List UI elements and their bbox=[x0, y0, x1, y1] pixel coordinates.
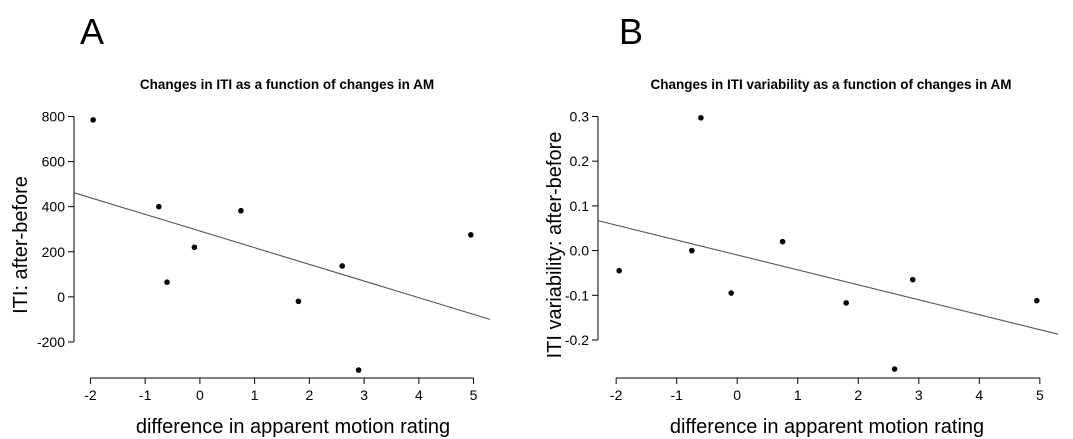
x-tick-label-b: -2 bbox=[610, 387, 623, 403]
data-point-b bbox=[728, 290, 734, 296]
fit-line-b bbox=[597, 220, 1059, 335]
y-tick-label-b: 0.3 bbox=[570, 108, 590, 124]
data-point-a bbox=[90, 117, 96, 123]
panel-letter-b: B bbox=[619, 11, 643, 52]
points-a bbox=[90, 117, 474, 373]
x-tick-label-b: 1 bbox=[794, 387, 802, 403]
data-point-a bbox=[468, 232, 474, 238]
x-ticks-b: -2 -1 0 1 2 3 4 5 bbox=[610, 378, 1044, 403]
data-point-b bbox=[843, 300, 849, 306]
y-tick-label-b: -0.1 bbox=[565, 287, 589, 303]
x-tick-label-b: 5 bbox=[1036, 387, 1044, 403]
x-tick-label-a: -1 bbox=[139, 387, 152, 403]
panel-b: B Changes in ITI variability as a functi… bbox=[544, 11, 1059, 438]
data-point-a bbox=[295, 298, 302, 305]
data-point-a bbox=[191, 244, 198, 251]
y-axis-label-b: ITI variability: after-before bbox=[544, 132, 566, 359]
x-tick-label-a: 4 bbox=[415, 387, 423, 403]
data-point-b bbox=[909, 276, 916, 283]
x-tick-label-b: 0 bbox=[733, 387, 741, 403]
y-tick-label-a: -200 bbox=[37, 334, 65, 350]
y-tick-label-a: 800 bbox=[42, 109, 66, 125]
y-tick-label-b: 0.0 bbox=[570, 243, 590, 259]
x-tick-label-a: 3 bbox=[360, 387, 368, 403]
data-point-a bbox=[355, 367, 362, 373]
x-tick-label-a: 5 bbox=[470, 387, 478, 403]
x-axis-label-a: difference in apparent motion rating bbox=[136, 416, 450, 438]
chart-title-b: Changes in ITI variability as a function… bbox=[650, 77, 1011, 92]
y-tick-label-a: 600 bbox=[42, 154, 66, 170]
x-tick-label-a: 0 bbox=[196, 387, 204, 403]
x-ticks-a: -2 -1 0 1 2 3 4 5 bbox=[84, 378, 478, 403]
chart-title-a: Changes in ITI as a function of changes … bbox=[140, 77, 434, 92]
panel-a: A Changes in ITI as a function of change… bbox=[10, 11, 491, 438]
data-point-a bbox=[238, 207, 244, 214]
x-tick-label-b: -1 bbox=[670, 387, 683, 403]
data-point-a bbox=[156, 203, 162, 210]
panel-letter-a: A bbox=[80, 11, 104, 52]
x-tick-label-a: -2 bbox=[84, 387, 97, 403]
data-point-b bbox=[689, 247, 695, 254]
data-point-b bbox=[616, 267, 622, 274]
data-point-b bbox=[1034, 297, 1040, 304]
y-ticks-b: -0.2 -0.1 0.0 0.1 0.2 0.3 bbox=[565, 108, 598, 348]
data-point-a bbox=[339, 263, 346, 269]
points-b bbox=[616, 115, 1040, 372]
data-point-b bbox=[779, 238, 786, 245]
y-tick-label-a: 400 bbox=[42, 199, 66, 215]
x-tick-label-a: 1 bbox=[251, 387, 259, 403]
x-axis-label-b: difference in apparent motion rating bbox=[670, 416, 984, 438]
x-tick-label-b: 4 bbox=[975, 387, 983, 403]
y-tick-label-b: 0.1 bbox=[570, 198, 590, 214]
y-tick-label-b: -0.2 bbox=[565, 332, 589, 348]
y-ticks-a: -200 0 200 400 600 800 bbox=[37, 109, 74, 350]
y-tick-label-b: 0.2 bbox=[570, 153, 590, 169]
y-tick-label-a: 0 bbox=[57, 289, 65, 305]
x-tick-label-a: 2 bbox=[305, 387, 313, 403]
y-tick-label-a: 200 bbox=[42, 244, 66, 260]
data-point-a bbox=[164, 279, 170, 285]
data-point-b bbox=[891, 366, 898, 372]
x-tick-label-b: 3 bbox=[915, 387, 923, 403]
data-point-b bbox=[698, 115, 704, 121]
x-tick-label-b: 2 bbox=[854, 387, 862, 403]
fit-line-a bbox=[73, 192, 491, 320]
y-axis-label-a: ITI: after-before bbox=[10, 176, 32, 314]
